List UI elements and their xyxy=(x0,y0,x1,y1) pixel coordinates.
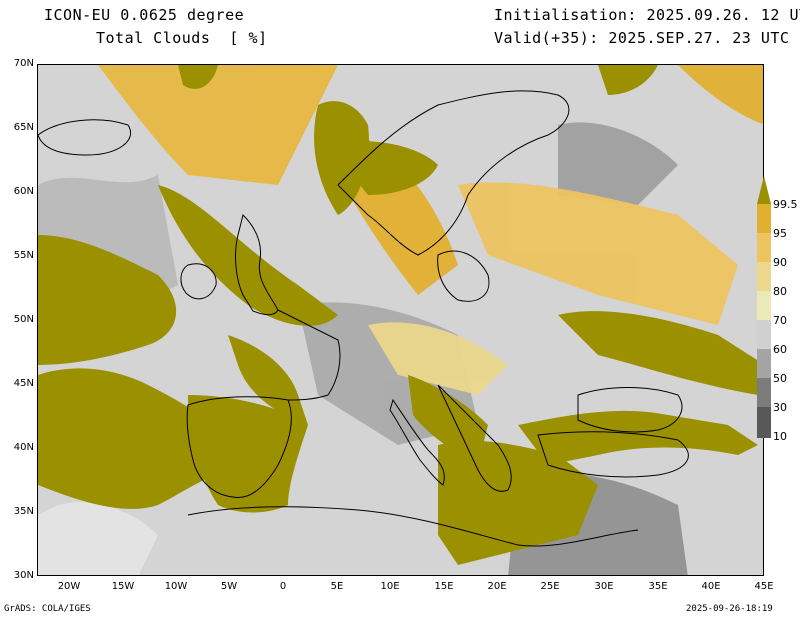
cloud-cover-field xyxy=(38,65,763,575)
lat-label-35n: 35N xyxy=(13,506,34,517)
lon-label-45e: 45E xyxy=(754,581,774,592)
legend-label-90: 90 xyxy=(773,256,787,269)
lon-label-35e: 35E xyxy=(648,581,668,592)
legend-swatch-70 xyxy=(757,291,771,320)
footer-timestamp: 2025-09-26-18:19 xyxy=(686,604,773,614)
lon-label-40e: 40E xyxy=(701,581,721,592)
legend-label-70: 70 xyxy=(773,314,787,327)
legend-swatch-80 xyxy=(757,262,771,291)
lon-label-0: 0 xyxy=(279,581,287,592)
lat-label-30n: 30N xyxy=(13,570,34,581)
lon-label-15w: 15W xyxy=(111,581,135,592)
model-title: ICON-EU 0.0625 degree xyxy=(44,6,245,24)
lat-label-65n: 65N xyxy=(13,122,34,133)
legend-label-95: 95 xyxy=(773,227,787,240)
lon-label-10e: 10E xyxy=(380,581,400,592)
legend-swatch-30 xyxy=(757,378,771,407)
legend-label-60: 60 xyxy=(773,343,787,356)
variable-title: Total Clouds [ %] xyxy=(96,29,268,47)
lat-label-60n: 60N xyxy=(13,186,34,197)
initialisation-time: Initialisation: 2025.09.26. 12 UTC xyxy=(494,6,800,24)
cloud-cover-map[interactable] xyxy=(37,64,764,576)
lat-label-50n: 50N xyxy=(13,314,34,325)
valid-time: Valid(+35): 2025.SEP.27. 23 UTC xyxy=(494,29,790,47)
legend-label-80: 80 xyxy=(773,285,787,298)
lat-label-70n: 70N xyxy=(13,58,34,69)
footer-credit: GrADS: COLA/IGES xyxy=(4,604,91,614)
legend-swatch-90 xyxy=(757,233,771,262)
lon-label-5e: 5E xyxy=(330,581,344,592)
legend-label-30: 30 xyxy=(773,401,787,414)
color-legend xyxy=(757,176,771,438)
legend-label-99-5: 99.5 xyxy=(773,198,798,211)
lon-label-10w: 10W xyxy=(164,581,188,592)
lat-label-55n: 55N xyxy=(13,250,34,261)
lon-label-20w: 20W xyxy=(57,581,81,592)
lon-label-20e: 20E xyxy=(487,581,507,592)
legend-label-50: 50 xyxy=(773,372,787,385)
legend-swatch-60 xyxy=(757,320,771,349)
lon-label-5w: 5W xyxy=(220,581,238,592)
lon-label-25e: 25E xyxy=(540,581,560,592)
legend-swatch-10 xyxy=(757,407,771,438)
lat-label-45n: 45N xyxy=(13,378,34,389)
lat-label-40n: 40N xyxy=(13,442,34,453)
lon-label-30e: 30E xyxy=(594,581,614,592)
legend-swatch-50 xyxy=(757,349,771,378)
legend-swatch-95 xyxy=(757,204,771,233)
legend-arrow xyxy=(757,176,771,204)
lon-label-15e: 15E xyxy=(434,581,454,592)
legend-label-10: 10 xyxy=(773,430,787,443)
